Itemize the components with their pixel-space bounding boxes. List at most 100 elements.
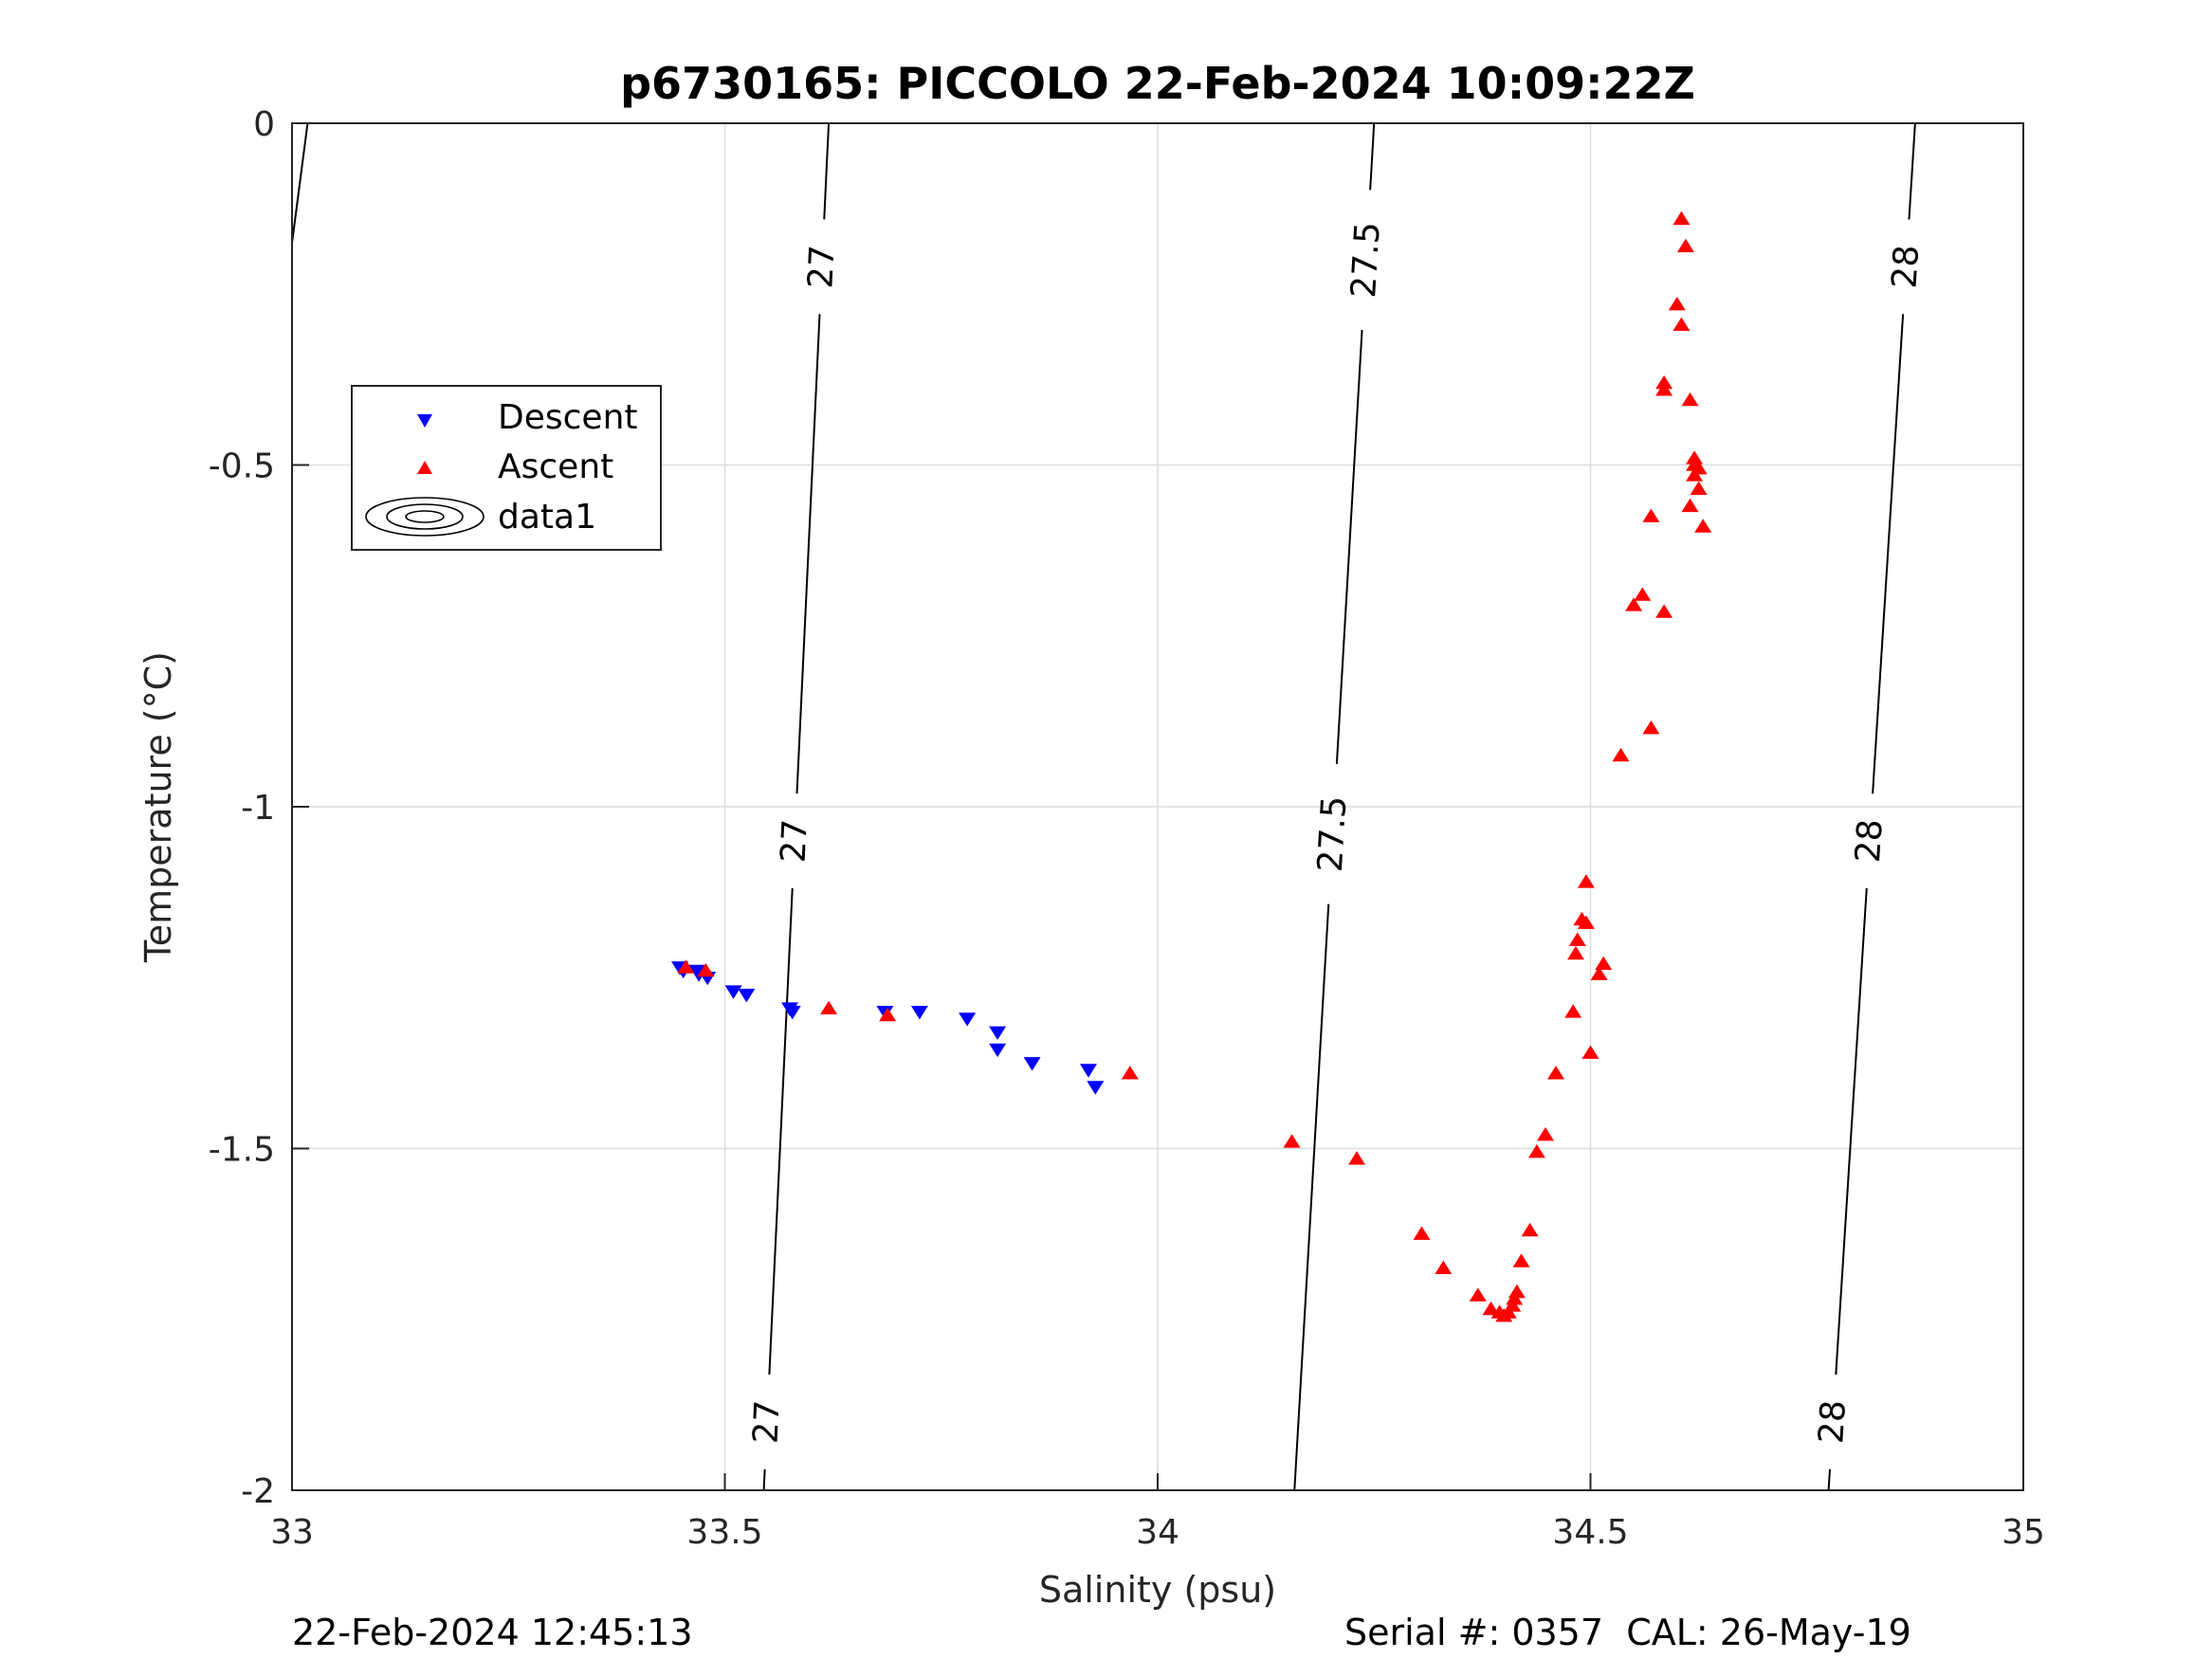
footer-timestamp: 22-Feb-2024 12:45:13 xyxy=(292,1612,693,1653)
descent-point xyxy=(910,1006,928,1020)
ascent-point xyxy=(1512,1253,1530,1267)
ascent-point xyxy=(1681,498,1699,513)
legend-ascent-label: Ascent xyxy=(498,447,613,486)
x-tick-label: 33.5 xyxy=(686,1513,762,1552)
descent-point xyxy=(724,985,742,999)
ascent-point xyxy=(1676,238,1694,253)
ascent-point xyxy=(1469,1287,1487,1302)
y-tick-label: 0 xyxy=(253,105,275,144)
ascent-point xyxy=(1577,874,1595,888)
descent-point xyxy=(783,1006,801,1020)
ascent-point xyxy=(1490,1304,1508,1319)
ascent-point xyxy=(1612,747,1630,762)
data-points xyxy=(671,210,1712,1322)
contour-line xyxy=(1293,903,1330,1491)
contour-line xyxy=(768,887,794,1376)
axis-ticks: 33 33.5 34 34.5 35 0 -0.5 -1 -1.5 -2 xyxy=(209,105,2045,1552)
descent-point xyxy=(959,1012,977,1027)
descent-point xyxy=(1023,1057,1041,1071)
y-tick-label: -0.5 xyxy=(209,447,275,486)
ascent-point xyxy=(1521,1222,1539,1237)
ascent-point xyxy=(1413,1226,1431,1240)
contour-label: 28 xyxy=(1812,1399,1854,1445)
ascent-point xyxy=(1547,1066,1564,1080)
ascent-point xyxy=(1121,1066,1139,1080)
ascent-point xyxy=(697,962,715,977)
descent-point xyxy=(738,989,756,1003)
contour-line xyxy=(1335,330,1363,765)
ascent-point xyxy=(1568,932,1586,946)
x-tick-label: 35 xyxy=(2002,1513,2045,1552)
ascent-point xyxy=(1435,1260,1453,1274)
contour-line xyxy=(1872,314,1905,794)
x-tick-label: 33 xyxy=(270,1513,314,1552)
contour-line xyxy=(1827,1468,1831,1491)
ascent-point xyxy=(1655,374,1673,390)
contour-label: 28 xyxy=(1849,818,1891,864)
ascent-point xyxy=(1595,956,1613,971)
legend-data1-label: data1 xyxy=(498,498,596,537)
ascent-point xyxy=(820,1000,838,1014)
ascent-point xyxy=(1642,720,1660,735)
x-axis-label: Salinity (psu) xyxy=(1039,1569,1276,1611)
ascent-point xyxy=(1482,1301,1500,1316)
grid-lines xyxy=(291,122,2024,1491)
ascent-point xyxy=(1625,597,1643,611)
ascent-point xyxy=(1668,297,1686,311)
x-tick-label: 34.5 xyxy=(1552,1513,1628,1552)
ascent-point xyxy=(879,1007,897,1022)
ascent-point xyxy=(1655,604,1673,618)
legend-contour-icon xyxy=(365,497,484,537)
contour-label: 27 xyxy=(746,1399,787,1445)
contour-label: 28 xyxy=(1885,244,1927,289)
contour-line xyxy=(1369,122,1376,191)
ascent-point xyxy=(1527,1144,1545,1158)
contour-line xyxy=(291,122,309,244)
contour-label: 27.5 xyxy=(1311,795,1355,873)
descent-point xyxy=(989,1043,1007,1058)
ascent-point xyxy=(1673,210,1691,226)
ascent-point xyxy=(1673,317,1691,331)
ascent-point xyxy=(1694,519,1712,533)
descent-point xyxy=(1087,1081,1105,1095)
ascent-point xyxy=(1590,966,1608,980)
legend: Descent Ascent data1 xyxy=(351,385,662,551)
ascent-point xyxy=(1642,508,1660,522)
density-contours: 27 27 27 27.5 27.5 28 28 28 xyxy=(291,122,1927,1491)
ascent-point xyxy=(1577,915,1595,929)
footer-serial-cal: Serial #: 0357 CAL: 26-May-19 xyxy=(1344,1612,1911,1653)
contour-line xyxy=(795,314,821,794)
descent-point xyxy=(989,1026,1007,1040)
legend-descent-marker xyxy=(417,414,432,428)
ascent-point xyxy=(1283,1134,1301,1148)
ascent-point xyxy=(677,959,695,974)
x-tick-label: 34 xyxy=(1136,1513,1179,1552)
contour-line xyxy=(823,122,831,220)
contour-line xyxy=(1908,122,1916,220)
chart-title: p6730165: PICCOLO 22-Feb-2024 10:09:22Z xyxy=(620,58,1695,109)
ascent-point xyxy=(1564,1004,1582,1018)
ascent-point xyxy=(1567,945,1584,960)
y-tick-label: -1.5 xyxy=(209,1131,275,1170)
ascent-point xyxy=(1348,1151,1365,1165)
legend-descent-label: Descent xyxy=(498,398,638,437)
y-axis-label: Temperature (°C) xyxy=(137,651,179,963)
ascent-point xyxy=(1581,1045,1600,1059)
legend-box xyxy=(351,385,662,551)
ascent-point xyxy=(1537,1127,1554,1141)
descent-point xyxy=(1080,1064,1097,1078)
ascent-point xyxy=(1655,382,1673,396)
contour-label: 27 xyxy=(801,245,842,290)
contour-line xyxy=(762,1468,766,1491)
ascent-point xyxy=(1686,467,1704,482)
contour-label: 27.5 xyxy=(1344,221,1388,299)
ascent-point xyxy=(1681,392,1699,407)
y-tick-label: -1 xyxy=(241,789,275,828)
y-tick-label: -2 xyxy=(241,1472,275,1511)
contour-label: 27 xyxy=(775,818,815,864)
contour-line xyxy=(1835,887,1868,1376)
ascent-point xyxy=(1506,1291,1524,1305)
ascent-point xyxy=(1634,587,1652,601)
ascent-point xyxy=(1690,481,1708,495)
